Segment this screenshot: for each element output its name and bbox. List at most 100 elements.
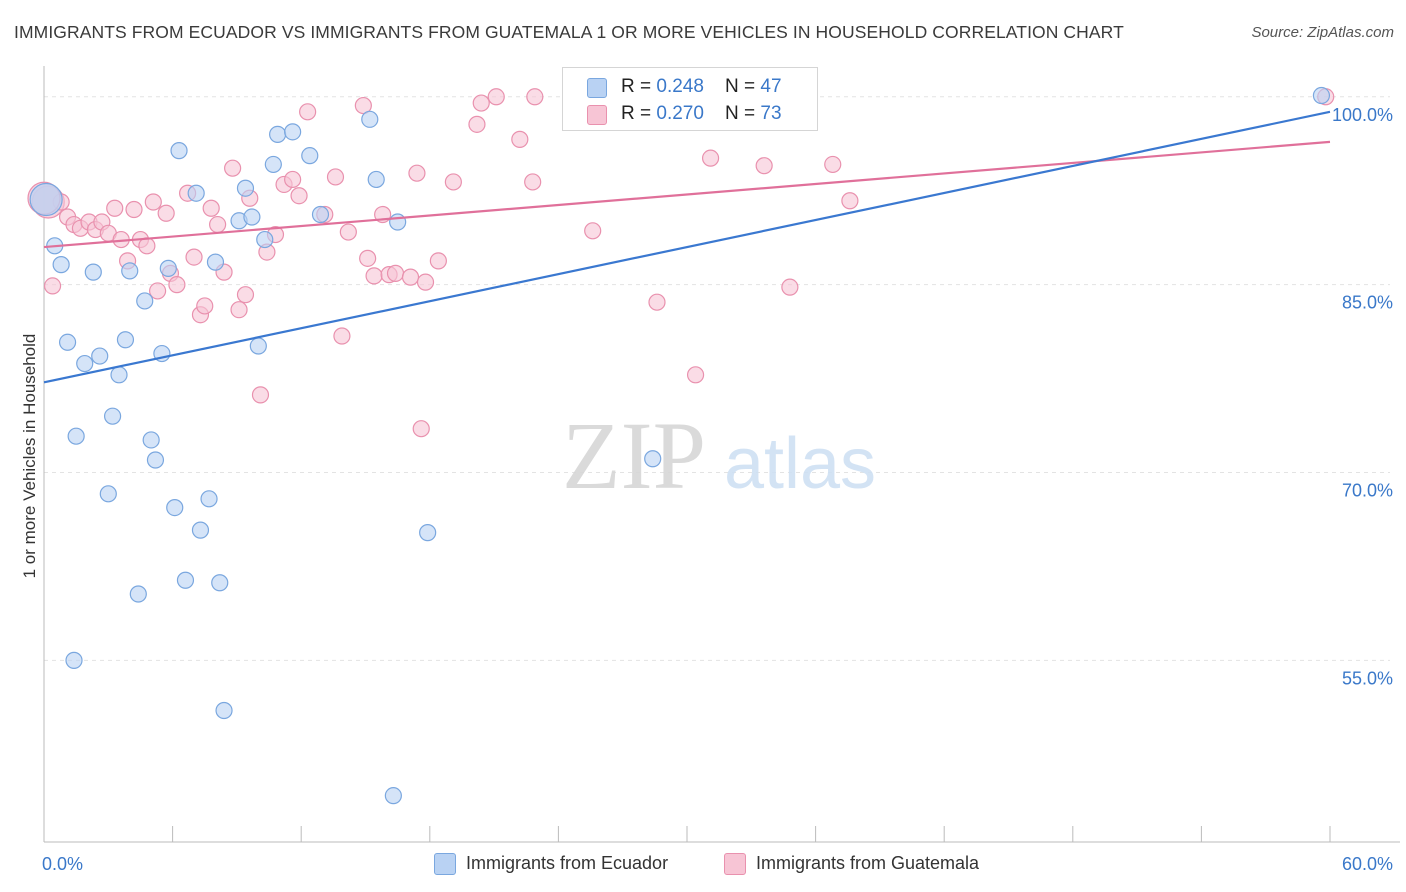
guatemala-point [365,267,383,285]
guatemala-point [386,264,405,282]
guatemala-r-value: 0.270 [656,103,704,124]
guatemala-point [701,149,720,167]
ecuador-n-label: N = [725,76,761,97]
guatemala-point [755,157,773,175]
ecuador-point [284,123,302,141]
guatemala-point [468,115,486,133]
ecuador-r-label: R = [621,76,657,97]
guatemala-point [144,193,162,211]
guatemala-swatch [587,105,607,125]
guatemala-r-label: R = [621,103,657,124]
ecuador-point [1312,86,1331,105]
source-label: Source: ZipAtlas.com [1251,24,1394,41]
tick-labels: 55.0% 70.0% 85.0% 100.0% 0.0% 60.0% [42,105,1393,874]
watermark-zip: ZIP [562,402,706,509]
guatemala-point [511,130,529,148]
ecuador-point [159,259,177,277]
ecuador-point [176,571,195,589]
ecuador-point [311,205,330,224]
ecuador-point [29,182,63,217]
ecuador-point [215,701,233,720]
guatemala-point [408,164,426,182]
x-tick-label: 60.0% [1342,854,1393,874]
guatemala-point [209,215,227,234]
guatemala-point [487,88,505,106]
ecuador-point [121,262,139,280]
trend-lines [43,110,1331,384]
ecuador-point [76,354,94,373]
stats-legend: R = 0.248 N = 47 R = 0.270 N = 73 [562,67,818,131]
ecuador-point [129,585,147,603]
guatemala-point [584,222,602,240]
ecuador-point [65,651,83,669]
ecuador-point [166,498,184,517]
y-tick-label: 100.0% [1332,105,1393,125]
ecuador-point [206,253,225,271]
guatemala-point [359,249,377,267]
guatemala-point [299,103,317,121]
ecuador-point [136,292,154,310]
guatemala-point [339,223,357,241]
ecuador-point [389,213,407,231]
guatemala-point [251,386,270,404]
guatemala-point [524,173,542,191]
ecuador-point [211,574,229,592]
guatemala-point [43,277,62,295]
guatemala-point [125,200,143,219]
ecuador-point [142,431,160,449]
ecuador-point [256,230,274,249]
ecuador-point [110,366,128,384]
ecuador-point [367,170,385,189]
guatemala-point [284,170,302,189]
guatemala-point [326,168,345,186]
guatemala-point [686,366,705,384]
ecuador-point [84,263,102,281]
ecuador-swatch [587,78,607,98]
guatemala-point [429,252,447,270]
ecuador-legend-label: Immigrants from Ecuador [466,853,669,873]
ecuador-point [249,337,267,355]
guatemala-point [333,327,351,345]
ecuador-point [99,485,117,503]
guatemala-point [236,286,255,304]
ecuador-r-value: 0.248 [656,76,704,97]
guatemala-point [472,94,490,112]
ecuador-points [29,86,1331,805]
guatemala-point [444,173,462,191]
guatemala-point [106,199,124,217]
guatemala-point [230,301,248,319]
watermark: ZIP atlas [562,402,876,509]
chart-title: IMMIGRANTS FROM ECUADOR VS IMMIGRANTS FR… [14,22,1124,42]
ecuador-point [91,347,109,365]
guatemala-point [138,237,156,255]
grid-lines [44,96,1390,661]
y-tick-label: 85.0% [1342,293,1393,313]
guatemala-point [354,96,372,115]
y-tick-label: 70.0% [1342,481,1393,501]
ecuador-point [67,427,85,445]
guatemala-point [290,187,308,205]
guatemala-legend-swatch [724,853,746,875]
guatemala-legend-label: Immigrants from Guatemala [756,853,980,873]
guatemala-point [401,268,420,286]
guatemala-point [648,293,666,311]
guatemala-point [224,159,242,177]
ecuador-point [103,407,122,425]
axes [43,66,1400,843]
guatemala-point [416,273,435,291]
ecuador-point [58,333,77,351]
ecuador-point [384,787,402,805]
ecuador-point [269,125,287,143]
guatemala-point [412,420,430,438]
ecuador-trend-line [43,110,1331,384]
guatemala-trend-line [43,140,1331,249]
watermark-atlas: atlas [724,424,876,504]
guatemala-point [196,297,214,315]
ecuador-point [301,147,319,165]
ecuador-point [187,184,205,202]
guatemala-n-value: 73 [760,103,782,124]
guatemala-point [202,199,220,217]
y-tick-label: 55.0% [1342,668,1393,688]
ecuador-point [419,524,437,542]
